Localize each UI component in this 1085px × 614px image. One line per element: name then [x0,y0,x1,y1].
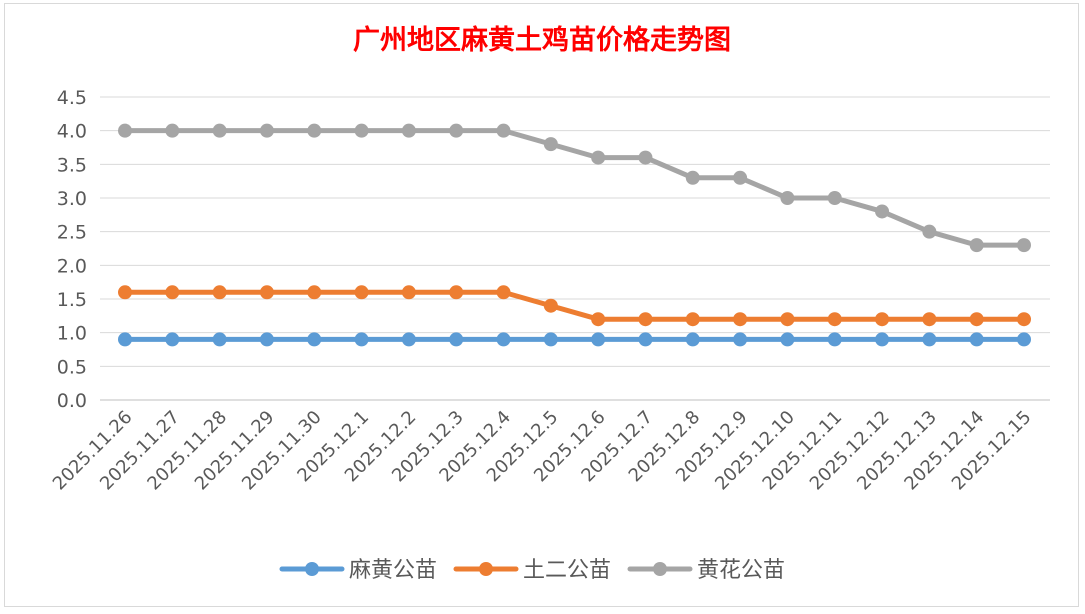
y-axis-ticks: 0.0 0.5 1.0 1.5 2.0 2.5 3.0 3.5 4.0 4.5 [57,87,87,412]
data-point [685,332,700,347]
data-point [591,332,606,347]
y-tick-label: 1.0 [57,323,87,345]
data-point [1017,238,1031,253]
data-point [118,123,132,138]
legend-swatch-marker [653,562,667,576]
series-layer [118,123,1031,347]
legend-item: 黄花公苗 [627,558,785,583]
x-axis-ticks: 2025.11.262025.11.272025.11.282025.11.29… [49,407,1036,495]
data-point [212,123,227,138]
data-point [401,123,416,138]
data-point [212,332,227,347]
series-line [122,128,1027,248]
data-point [401,285,416,300]
y-tick-label: 1.5 [57,289,87,311]
data-point [733,332,748,347]
y-tick-label: 3.5 [57,154,87,176]
data-point [307,285,322,300]
data-point [827,312,842,327]
data-point [449,123,464,138]
data-point [212,285,227,300]
data-point [591,150,606,165]
data-point [922,224,937,239]
data-point [733,312,748,327]
data-point [969,332,984,347]
data-point [354,332,369,347]
data-point [401,332,416,347]
data-point [780,312,795,327]
data-point [543,332,558,347]
grid-layer [100,96,1050,401]
data-point [354,123,369,138]
data-point [875,332,890,347]
data-point [685,312,700,327]
data-point [165,123,180,138]
data-point [449,285,464,300]
data-point [1017,332,1031,347]
data-point [591,312,606,327]
data-point [922,312,937,327]
data-point [827,191,842,205]
data-point [969,238,984,253]
data-point [118,285,132,300]
data-point [922,332,937,347]
data-point [969,312,984,327]
data-point [259,332,274,347]
y-tick-label: 0.5 [57,356,87,378]
y-tick-label: 4.0 [57,121,87,143]
data-point [496,123,511,138]
data-point [543,298,558,313]
legend-label: 土二公苗 [523,558,611,583]
data-point [496,285,511,300]
legend-item: 土二公苗 [453,558,611,583]
y-tick-label: 4.5 [57,87,87,109]
data-point [449,332,464,347]
data-point [685,170,700,185]
series [118,123,1031,253]
data-point [543,137,558,152]
legend: 麻黄公苗 土二公苗 黄花公苗 [279,558,785,583]
legend-swatch-marker [479,562,493,576]
data-point [165,332,180,347]
data-point [638,312,653,327]
series [118,332,1031,347]
data-point [733,170,748,185]
data-point [496,332,511,347]
legend-swatch-marker [305,562,319,576]
y-tick-label: 2.5 [57,222,87,244]
series-line [122,289,1027,322]
chart-title: 广州地区麻黄土鸡苗价格走势图 [353,25,731,56]
data-point [354,285,369,300]
y-tick-label: 2.0 [57,255,87,277]
data-point [118,332,132,347]
data-point [307,123,322,138]
data-point [638,150,653,165]
legend-item: 麻黄公苗 [279,558,437,583]
data-point [1017,312,1031,327]
series [118,285,1031,327]
data-point [165,285,180,300]
y-tick-label: 0.0 [57,390,87,412]
data-point [875,204,890,219]
data-point [307,332,322,347]
data-point [827,332,842,347]
data-point [780,191,795,205]
data-point [638,332,653,347]
legend-label: 麻黄公苗 [349,558,437,583]
data-point [259,123,274,138]
data-point [259,285,274,300]
data-point [875,312,890,327]
legend-label: 黄花公苗 [697,558,785,583]
y-tick-label: 3.0 [57,188,87,210]
data-point [780,332,795,347]
